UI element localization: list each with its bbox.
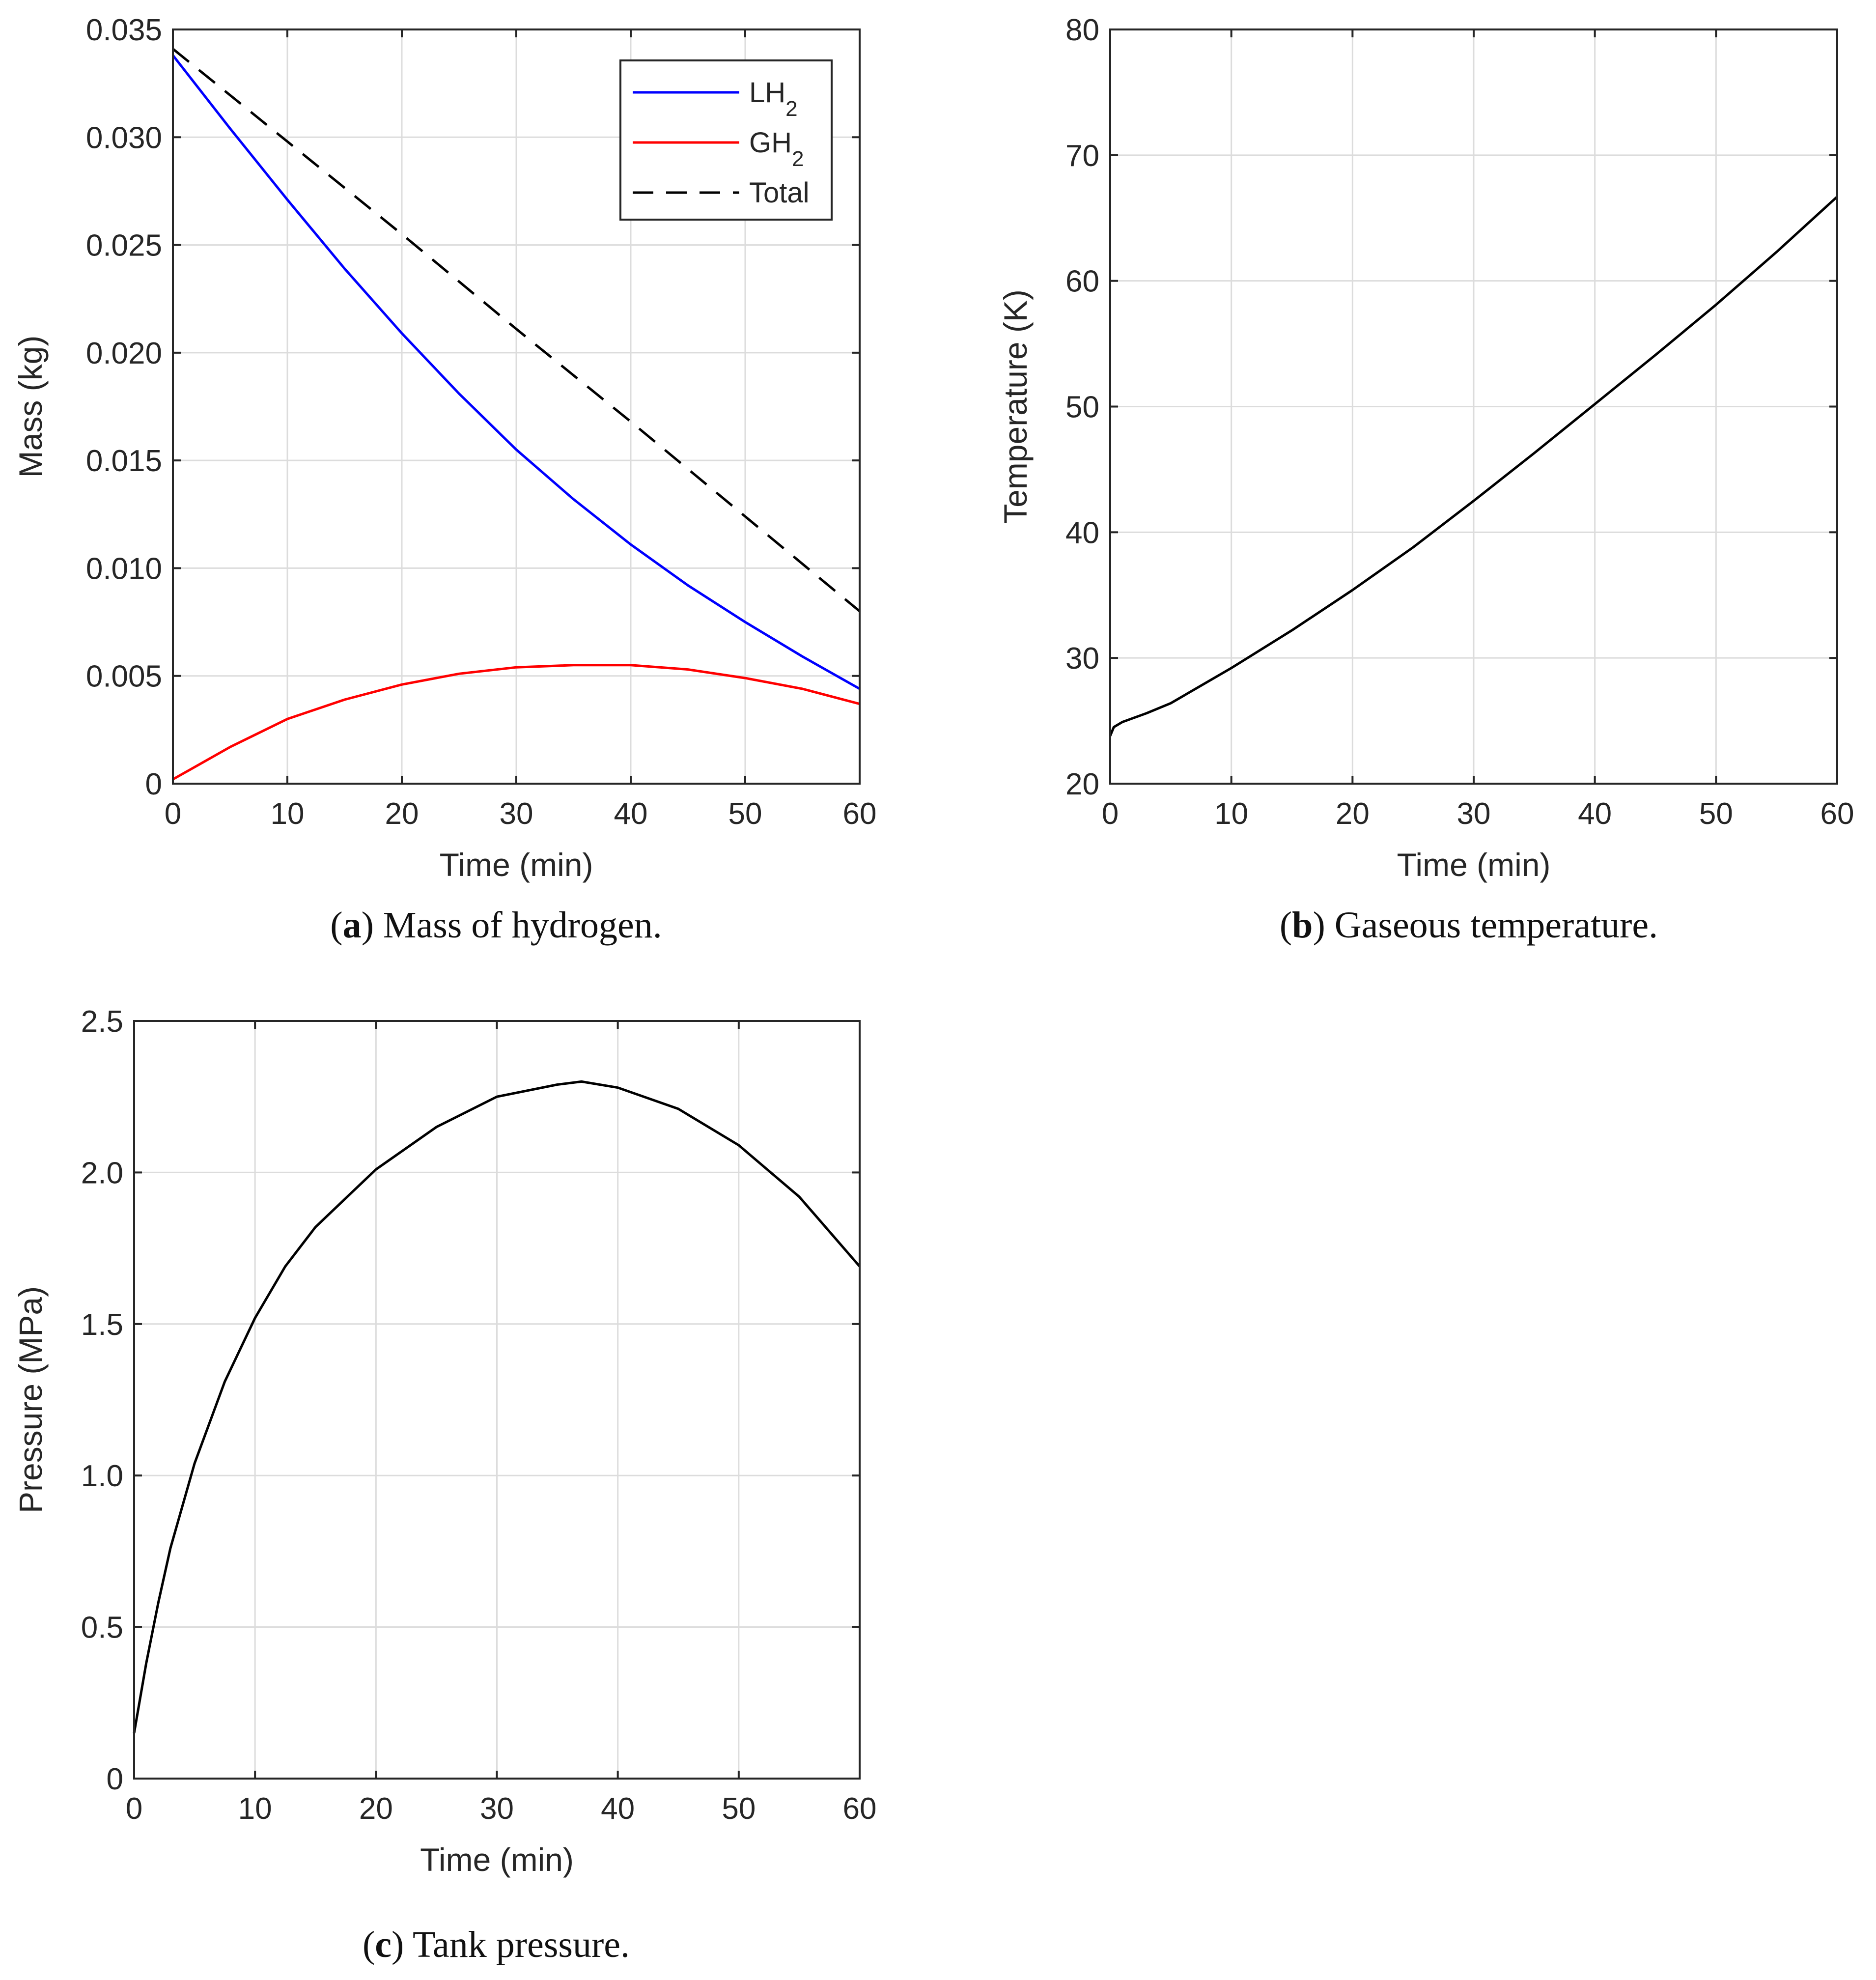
- legend-entry-subscript: 2: [792, 147, 804, 171]
- caption-a: (a) Mass of hydrogen.: [330, 905, 662, 946]
- x-tick-label: 50: [722, 1792, 756, 1826]
- caption-a-letter: a: [342, 905, 362, 946]
- x-tick-label: 30: [1457, 797, 1491, 831]
- y-tick-label: 20: [1065, 767, 1099, 801]
- x-tick-label: 0: [126, 1792, 142, 1826]
- x-tick-label: 40: [601, 1792, 635, 1826]
- y-tick-label: 80: [1065, 13, 1099, 47]
- x-tick-label: 40: [1578, 797, 1612, 831]
- series-line-tank-pressure: [133, 1080, 861, 1733]
- y-tick-label: 30: [1065, 642, 1099, 676]
- caption-c-text: ) Tank pressure.: [392, 1924, 630, 1965]
- x-axis-label: Time (min): [420, 1841, 574, 1878]
- chart-c: 0 10 20 30 40 50 60 0 0.5 1.0 1.5 2.0 2.5 Time (min) P…: [12, 1005, 876, 1878]
- x-tick-label: 50: [1699, 797, 1733, 831]
- legend-entry-subscript: 2: [785, 97, 797, 121]
- series-line-gh2: [172, 664, 860, 781]
- caption-b: (b) Gaseous temperature.: [1279, 905, 1658, 946]
- y-tick-label: 1.5: [81, 1308, 123, 1342]
- series-line-total: [172, 48, 861, 613]
- y-tick-label: 2.0: [81, 1156, 123, 1190]
- y-axis-label: Mass (kg): [12, 336, 49, 478]
- x-tick-label: 20: [1336, 797, 1370, 831]
- caption-c-letter: c: [375, 1924, 392, 1965]
- caption-b-letter: b: [1292, 905, 1313, 946]
- x-tick-label: 10: [1214, 797, 1248, 831]
- x-axis-label: Time (min): [440, 847, 593, 883]
- x-tick-label: 20: [385, 797, 419, 831]
- x-tick-label: 60: [1820, 797, 1854, 831]
- y-tick-label: 0.035: [86, 13, 162, 47]
- x-tick-label: 10: [238, 1792, 272, 1826]
- y-tick-label: 60: [1065, 265, 1099, 299]
- y-axis-label: Pressure (MPa): [12, 1286, 49, 1513]
- y-tick-label: 0.025: [86, 229, 162, 263]
- y-tick-label: 0.5: [81, 1611, 123, 1645]
- legend-entry-label: Total: [749, 177, 810, 209]
- grid: [1110, 29, 1837, 784]
- y-tick-label: 0: [107, 1762, 123, 1796]
- x-tick-label: 60: [843, 1792, 877, 1826]
- y-tick-label: 2.5: [81, 1005, 123, 1039]
- x-tick-label: 30: [480, 1792, 514, 1826]
- y-tick-label: 0.030: [86, 121, 162, 155]
- y-tick-label: 50: [1065, 391, 1099, 424]
- y-tick-label: 0.015: [86, 444, 162, 478]
- caption-c: (c) Tank pressure.: [362, 1924, 630, 1965]
- chart-b: 0 10 20 30 40 50 60 20 30 40 50 60 70 80 Time (min) Tem…: [997, 13, 1854, 883]
- y-tick-label: 40: [1065, 516, 1099, 550]
- y-axis-label: Temperature (K): [997, 289, 1034, 524]
- x-tick-label: 0: [1102, 797, 1119, 831]
- legend-box: [619, 59, 833, 221]
- caption-b-text: ) Gaseous temperature.: [1313, 905, 1658, 946]
- x-tick-label: 10: [271, 797, 305, 831]
- x-tick-label: 60: [843, 797, 877, 831]
- grid: [134, 1021, 860, 1779]
- series-line-gaseous-temperature: [1109, 196, 1838, 736]
- x-tick-label: 30: [500, 797, 533, 831]
- x-tick-label: 50: [728, 797, 762, 831]
- y-tick-label: 0.020: [86, 337, 162, 370]
- y-tick-label: 0.005: [86, 660, 162, 694]
- x-tick-label: 0: [165, 797, 181, 831]
- y-tick-label: 0: [145, 767, 162, 801]
- x-tick-label: 20: [359, 1792, 393, 1826]
- x-tick-label: 40: [614, 797, 648, 831]
- y-tick-label: 1.0: [81, 1459, 123, 1493]
- x-axis-label: Time (min): [1397, 847, 1551, 883]
- caption-a-text: ) Mass of hydrogen.: [361, 905, 662, 946]
- y-tick-label: 70: [1065, 139, 1099, 173]
- y-tick-label: 0.010: [86, 552, 162, 586]
- chart-a: 0 10 20 30 40 50 60 0 0.005 0.010 0.015 0.020 0.025 0…: [12, 13, 876, 883]
- series-line-lh2: [172, 55, 861, 690]
